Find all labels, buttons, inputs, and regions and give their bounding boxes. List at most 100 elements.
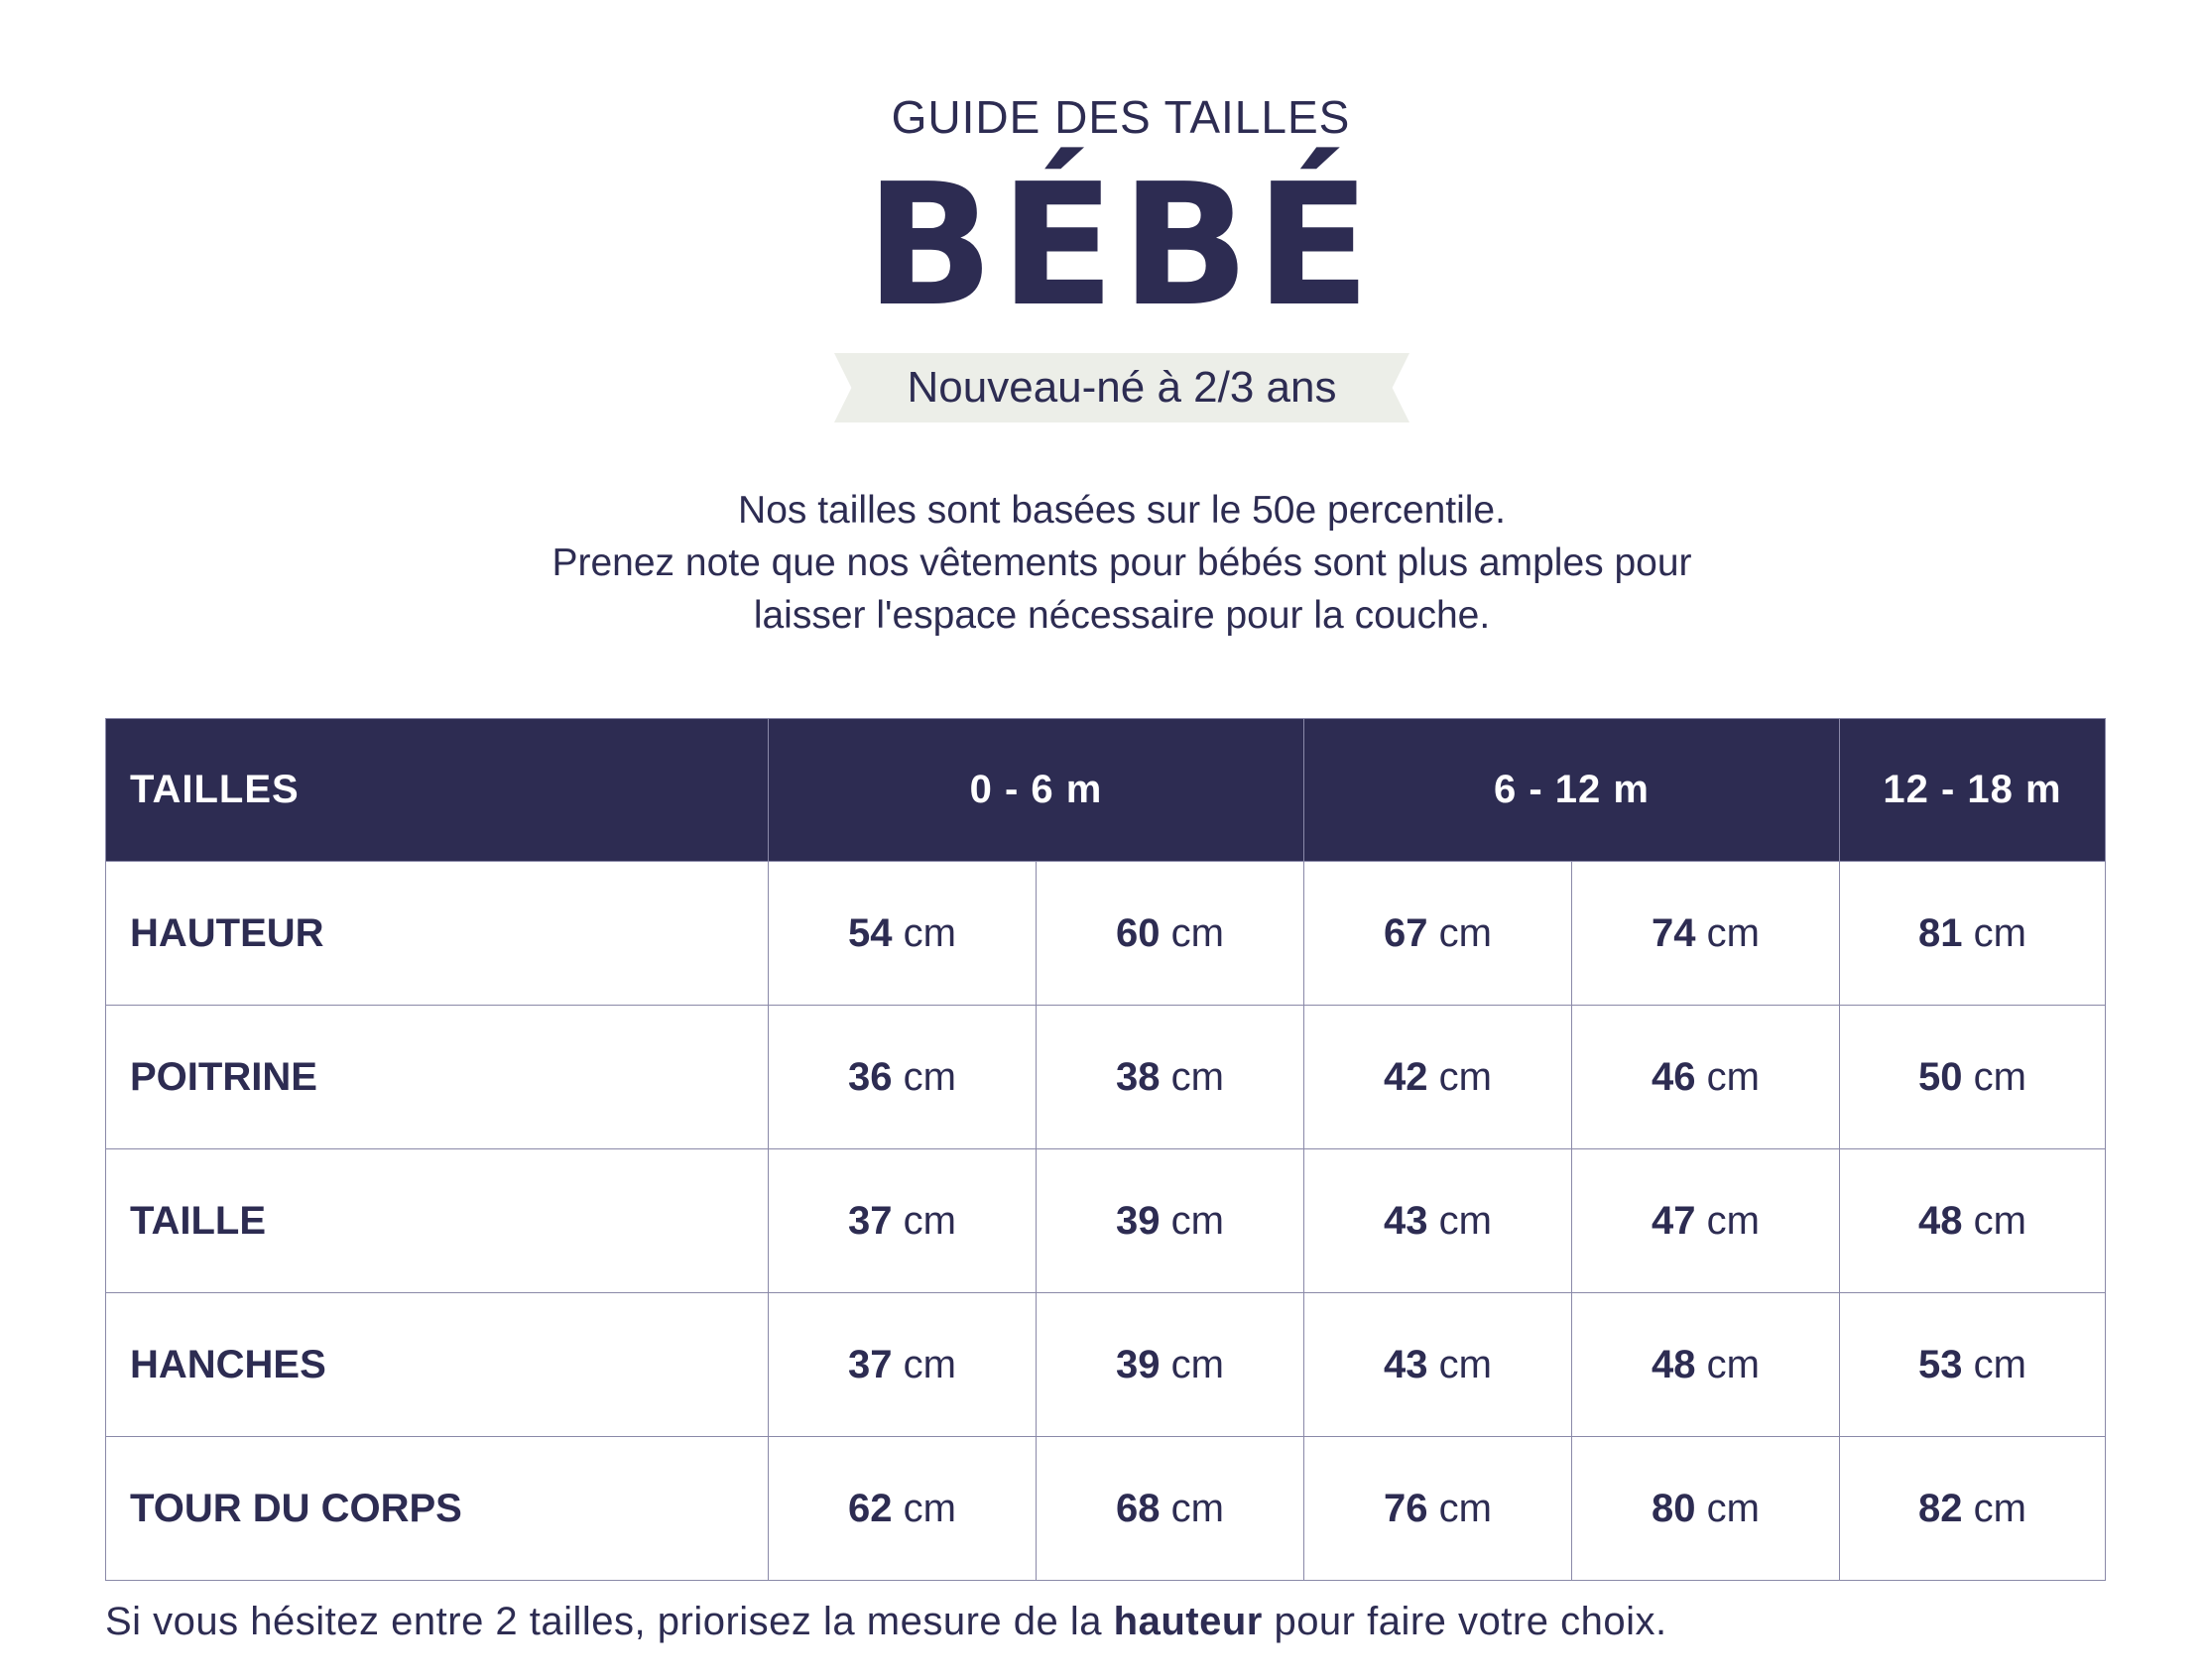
measurement-cell: 42 cm <box>1303 1005 1572 1149</box>
measurement-cell: 39 cm <box>1036 1292 1304 1437</box>
measurement-unit: cm <box>1170 910 1224 955</box>
measurement-cell: 67 cm <box>1303 861 1572 1006</box>
header-12-18m: 12 - 18 m <box>1839 718 2106 862</box>
measurement-value: 82 <box>1918 1486 1963 1530</box>
measurement-unit: cm <box>1170 1054 1224 1099</box>
measurement-value: 39 <box>1116 1198 1161 1243</box>
measurement-cell: 48 cm <box>1839 1148 2106 1293</box>
measurement-unit: cm <box>1438 1342 1492 1386</box>
measurement-unit: cm <box>1438 1486 1492 1530</box>
measurement-value: 76 <box>1384 1486 1428 1530</box>
age-range-ribbon: Nouveau-né à 2/3 ans <box>834 353 1409 422</box>
measurement-unit: cm <box>1973 1198 2026 1243</box>
measurement-cell: 60 cm <box>1036 861 1304 1006</box>
measurement-value: 81 <box>1918 910 1963 955</box>
table-row: TOUR DU CORPS 62 cm 68 cm 76 cm 80 cm 82 cm <box>105 1436 2106 1581</box>
header-sizes: TAILLES <box>105 718 769 862</box>
measurement-value: 39 <box>1116 1342 1161 1386</box>
header-0-6m: 0 - 6 m <box>768 718 1304 862</box>
measurement-cell: 37 cm <box>768 1292 1037 1437</box>
measurement-value: 37 <box>848 1342 893 1386</box>
guide-kicker: GUIDE DES TAILLES <box>891 91 1351 143</box>
measurement-cell: 50 cm <box>1839 1005 2106 1149</box>
measurement-unit: cm <box>903 1342 956 1386</box>
page-title: BÉBÉ <box>865 148 1377 344</box>
measurement-value: 67 <box>1384 910 1428 955</box>
measurement-cell: 80 cm <box>1571 1436 1840 1581</box>
intro-text: Nos tailles sont basées sur le 50e perce… <box>0 484 2204 642</box>
measurement-value: 36 <box>848 1054 893 1099</box>
footer-text: pour faire votre choix. <box>1262 1600 1667 1643</box>
measurement-unit: cm <box>903 1486 956 1530</box>
measurement-value: 48 <box>1918 1198 1963 1243</box>
measurement-value: 54 <box>848 910 893 955</box>
measurement-cell: 62 cm <box>768 1436 1037 1581</box>
measurement-cell: 37 cm <box>768 1148 1037 1293</box>
measurement-value: 74 <box>1652 910 1696 955</box>
header-6-12m: 6 - 12 m <box>1303 718 1840 862</box>
measurement-value: 42 <box>1384 1054 1428 1099</box>
measurement-unit: cm <box>1438 910 1492 955</box>
row-label: HANCHES <box>105 1292 769 1437</box>
measurement-value: 46 <box>1652 1054 1696 1099</box>
measurement-unit: cm <box>1973 910 2026 955</box>
measurement-cell: 46 cm <box>1571 1005 1840 1149</box>
measurement-unit: cm <box>1973 1486 2026 1530</box>
measurement-value: 37 <box>848 1198 893 1243</box>
measurement-unit: cm <box>1706 1342 1760 1386</box>
measurement-cell: 53 cm <box>1839 1292 2106 1437</box>
measurement-value: 50 <box>1918 1054 1963 1099</box>
measurement-cell: 43 cm <box>1303 1148 1572 1293</box>
measurement-unit: cm <box>1438 1198 1492 1243</box>
row-label: TAILLE <box>105 1148 769 1293</box>
measurement-unit: cm <box>1170 1342 1224 1386</box>
measurement-value: 47 <box>1652 1198 1696 1243</box>
measurement-value: 48 <box>1652 1342 1696 1386</box>
row-label: TOUR DU CORPS <box>105 1436 769 1581</box>
intro-line: laisser l'espace nécessaire pour la couc… <box>753 594 1491 637</box>
measurement-unit: cm <box>1973 1342 2026 1386</box>
row-label: POITRINE <box>105 1005 769 1149</box>
measurement-unit: cm <box>1438 1054 1492 1099</box>
measurement-value: 62 <box>848 1486 893 1530</box>
measurement-unit: cm <box>1706 1198 1760 1243</box>
measurement-value: 80 <box>1652 1486 1696 1530</box>
measurement-unit: cm <box>1706 1486 1760 1530</box>
size-table: TAILLES 0 - 6 m 6 - 12 m 12 - 18 m HAUTE… <box>105 718 2106 1581</box>
measurement-value: 60 <box>1116 910 1161 955</box>
measurement-cell: 36 cm <box>768 1005 1037 1149</box>
table-row: HAUTEUR 54 cm 60 cm 67 cm 74 cm 81 cm <box>105 861 2106 1006</box>
row-label: HAUTEUR <box>105 861 769 1006</box>
measurement-value: 38 <box>1116 1054 1161 1099</box>
measurement-value: 53 <box>1918 1342 1963 1386</box>
measurement-cell: 39 cm <box>1036 1148 1304 1293</box>
measurement-value: 43 <box>1384 1342 1428 1386</box>
measurement-cell: 54 cm <box>768 861 1037 1006</box>
measurement-unit: cm <box>903 1054 956 1099</box>
table-header-row: TAILLES 0 - 6 m 6 - 12 m 12 - 18 m <box>105 718 2106 862</box>
measurement-cell: 76 cm <box>1303 1436 1572 1581</box>
intro-line: Nos tailles sont basées sur le 50e perce… <box>738 489 1506 532</box>
measurement-unit: cm <box>1973 1054 2026 1099</box>
footer-note: Si vous hésitez entre 2 tailles, prioris… <box>105 1597 1667 1646</box>
measurement-cell: 48 cm <box>1571 1292 1840 1437</box>
table-row: HANCHES 37 cm 39 cm 43 cm 48 cm 53 cm <box>105 1292 2106 1437</box>
footer-text: Si vous hésitez entre 2 tailles, prioris… <box>105 1600 1114 1643</box>
measurement-cell: 82 cm <box>1839 1436 2106 1581</box>
measurement-unit: cm <box>1170 1198 1224 1243</box>
table-row: TAILLE 37 cm 39 cm 43 cm 47 cm 48 cm <box>105 1148 2106 1293</box>
footer-bold: hauteur <box>1113 1600 1263 1643</box>
measurement-cell: 38 cm <box>1036 1005 1304 1149</box>
measurement-unit: cm <box>903 910 956 955</box>
measurement-cell: 43 cm <box>1303 1292 1572 1437</box>
measurement-unit: cm <box>1706 910 1760 955</box>
table-row: POITRINE 36 cm 38 cm 42 cm 46 cm 50 cm <box>105 1005 2106 1149</box>
intro-line: Prenez note que nos vêtements pour bébés… <box>551 541 1692 584</box>
measurement-cell: 74 cm <box>1571 861 1840 1006</box>
measurement-unit: cm <box>903 1198 956 1243</box>
measurement-unit: cm <box>1706 1054 1760 1099</box>
measurement-value: 68 <box>1116 1486 1161 1530</box>
measurement-unit: cm <box>1170 1486 1224 1530</box>
age-range-text: Nouveau-né à 2/3 ans <box>907 363 1337 412</box>
measurement-cell: 68 cm <box>1036 1436 1304 1581</box>
